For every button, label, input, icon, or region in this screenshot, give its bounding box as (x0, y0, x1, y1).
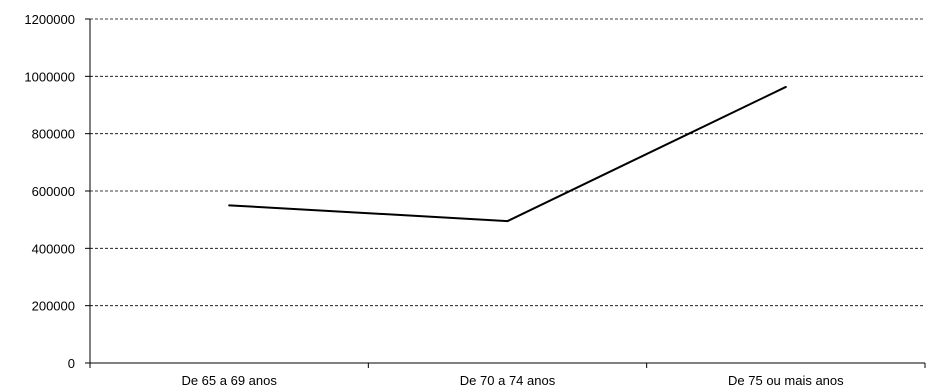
series-line (229, 86, 787, 223)
y-tick-label: 600000 (32, 184, 75, 199)
y-tick-label: 0 (68, 356, 75, 371)
y-tick-label: 400000 (32, 241, 75, 256)
y-tick-label: 200000 (32, 299, 75, 314)
series-group (228, 85, 787, 223)
data-point (784, 85, 787, 88)
data-point (506, 220, 509, 223)
x-tick-label: De 65 a 69 anos (181, 373, 277, 388)
x-tick-label: De 70 a 74 anos (460, 373, 556, 388)
x-tick-label: De 75 ou mais anos (728, 373, 844, 388)
y-tick-label: 1200000 (24, 12, 75, 27)
y-tick-label: 800000 (32, 127, 75, 142)
y-tick-label: 1000000 (24, 69, 75, 84)
x-axis-ticks: De 65 a 69 anos De 70 a 74 anos De 75 ou m… (89, 363, 926, 388)
y-axis-ticks: 0 200000 400000 600000 800000 1000000 1200000 (24, 12, 90, 371)
data-point (228, 204, 231, 207)
gridlines (90, 18, 925, 307)
